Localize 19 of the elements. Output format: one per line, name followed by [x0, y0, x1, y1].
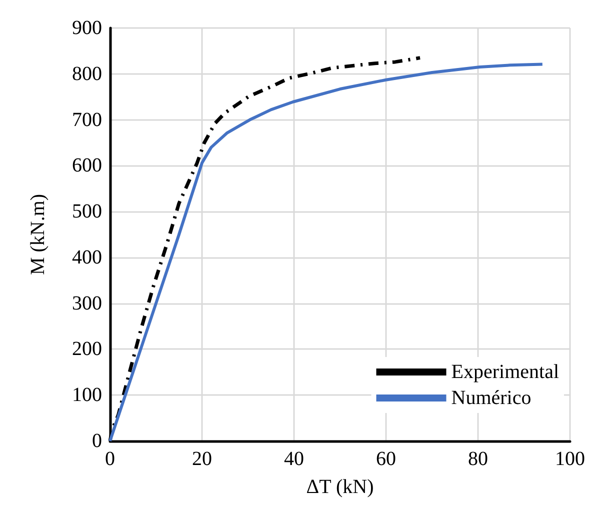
y-tick-label: 600: [72, 154, 102, 177]
y-axis-title: M (kN.m): [27, 194, 49, 276]
y-tick-label: 900: [72, 17, 102, 39]
x-tick-label: 20: [192, 448, 212, 470]
x-tick-label: 40: [284, 448, 304, 470]
x-tick-label: 80: [468, 448, 488, 470]
y-tick-label: 200: [72, 338, 102, 360]
x-tick-label: 100: [555, 448, 585, 470]
y-tick-label: 700: [72, 108, 102, 131]
y-tick-label: 800: [72, 62, 102, 85]
y-tick-label: 500: [72, 200, 102, 223]
x-tick-label: 60: [376, 448, 396, 470]
y-tick-label: 0: [92, 430, 102, 452]
y-tick-label: 300: [72, 292, 102, 314]
legend-label: Experimental: [451, 361, 560, 383]
y-tick-label: 400: [72, 246, 102, 268]
x-axis-title: ΔT (kN): [306, 476, 374, 498]
y-tick-label: 100: [72, 384, 102, 406]
legend-label: Numérico: [451, 387, 532, 409]
